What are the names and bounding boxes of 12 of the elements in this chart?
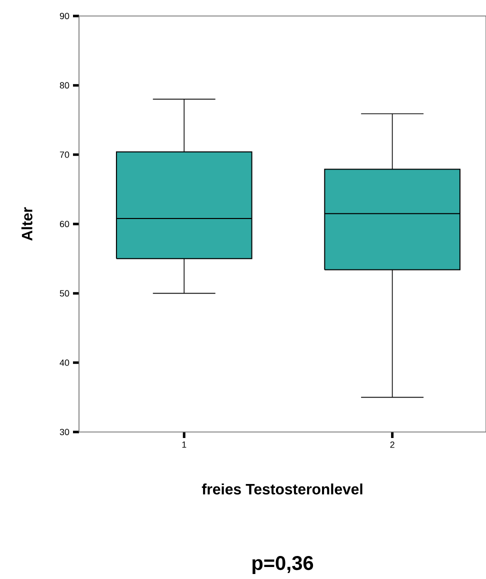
y-tick-label: 30 (60, 428, 69, 436)
y-tick-label: 50 (60, 290, 69, 297)
x-tick-label: 2 (390, 442, 394, 448)
y-tick-label: 40 (60, 359, 69, 366)
text: p=0,36 (252, 556, 313, 574)
x-tick-label: 1 (182, 442, 186, 448)
y-axis-title: Alter (21, 207, 32, 241)
y-tick-label: 80 (60, 82, 69, 89)
y-tick-label: 90 (60, 12, 69, 20)
y-tick-label: 60 (60, 220, 69, 228)
x-axis-title: freies Testosteronlevel (202, 484, 362, 494)
y-tick-label: 70 (60, 151, 69, 158)
